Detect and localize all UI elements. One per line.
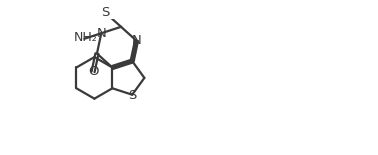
Text: NH₂: NH₂ [74,31,98,44]
Text: O: O [88,65,99,78]
Text: S: S [101,6,109,19]
Text: O: O [57,0,67,3]
Text: N: N [96,27,106,40]
Text: S: S [128,89,136,102]
Text: N: N [132,34,141,47]
